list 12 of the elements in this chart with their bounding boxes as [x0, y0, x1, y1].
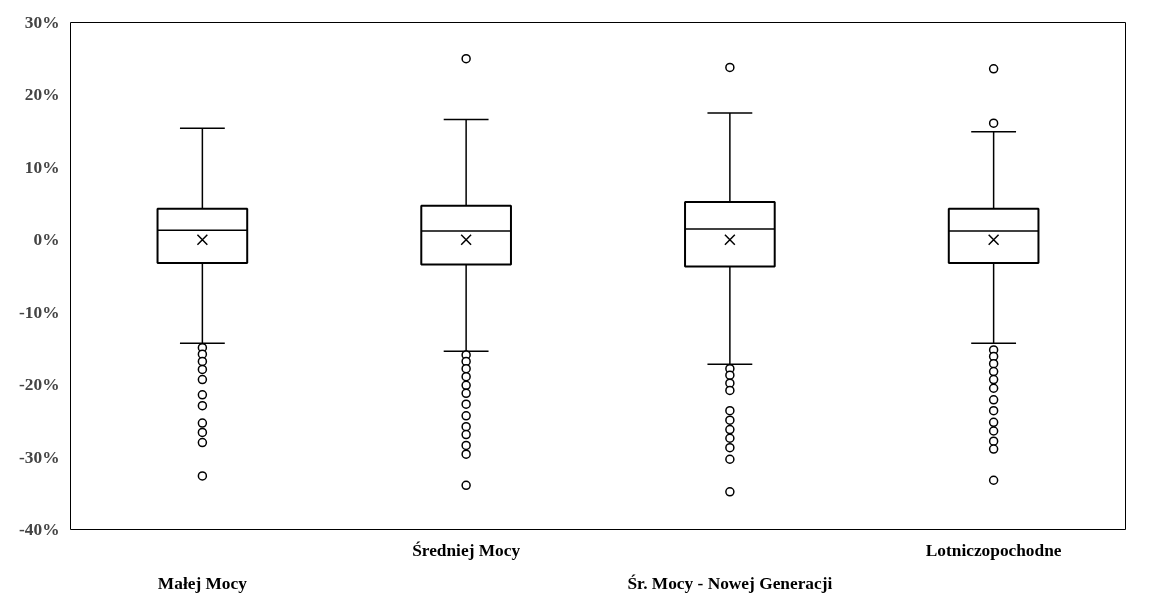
x-tick-label: Lotniczopochodne — [925, 540, 1062, 560]
y-tick-label: 0% — [33, 230, 60, 250]
y-tick-label: -30% — [19, 447, 60, 467]
x-tick-label: Małej Mocy — [157, 573, 248, 593]
x-tick-label: Śr. Mocy - Nowej Generacji — [627, 573, 833, 593]
y-tick-label: -40% — [19, 520, 60, 539]
y-tick-label: 30% — [24, 13, 60, 32]
y-tick-label: 10% — [24, 157, 60, 177]
y-tick-label: -20% — [19, 375, 60, 395]
x-tick-label: Średniej Mocy — [412, 540, 521, 560]
y-tick-label: -10% — [19, 302, 60, 322]
y-tick-label: 20% — [24, 85, 60, 105]
